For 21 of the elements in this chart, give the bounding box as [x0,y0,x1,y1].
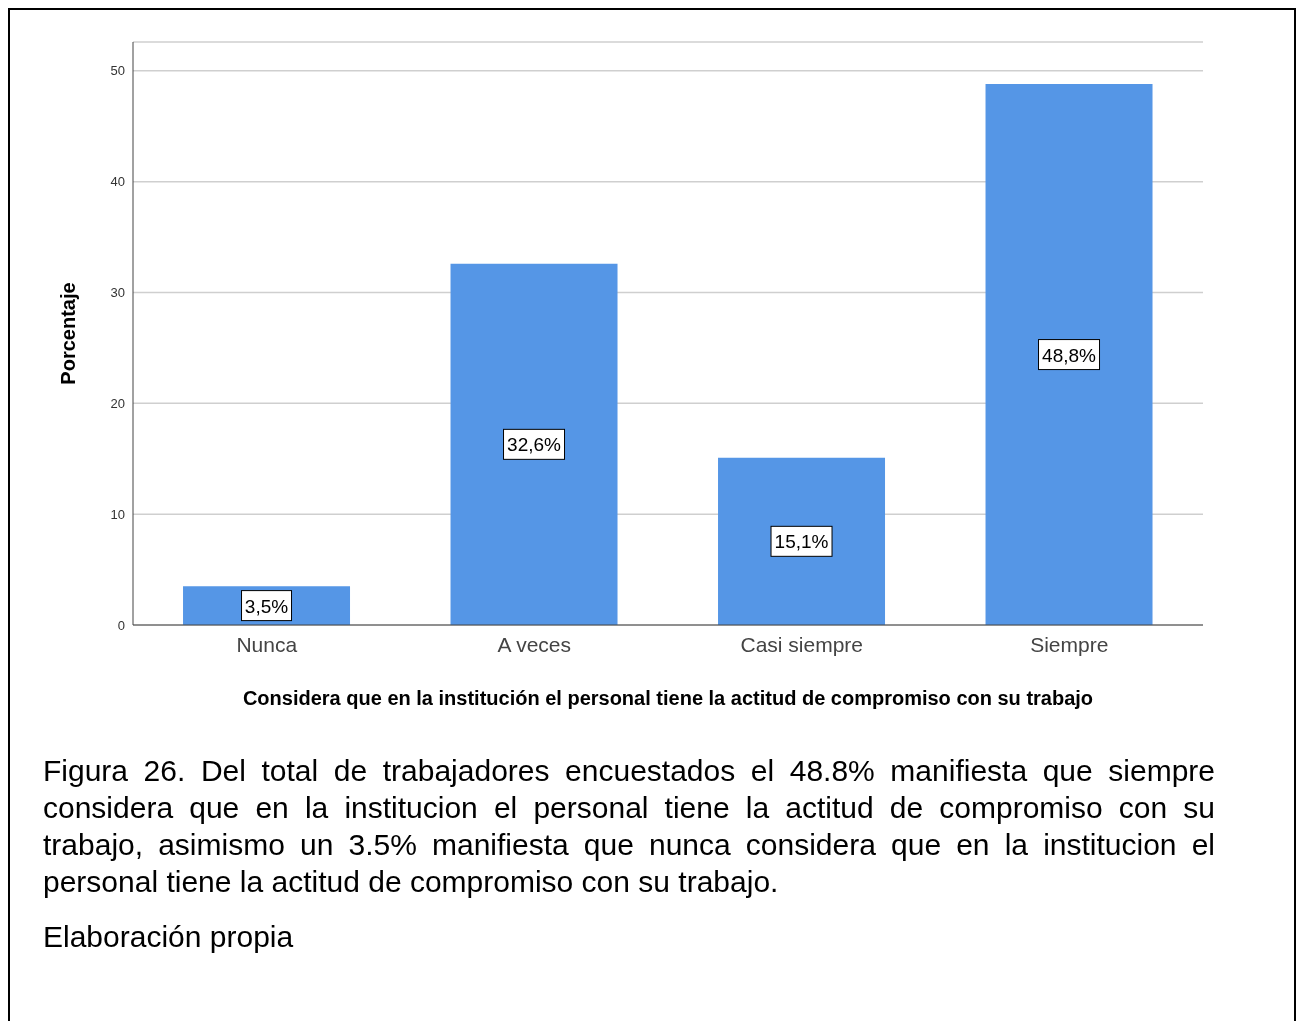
y-tick-label: 10 [110,506,125,522]
bar [718,457,886,625]
x-tick-label: Nunca [236,632,298,656]
x-tick-label: Siempre [1030,632,1109,656]
data-label: 15,1% [774,531,829,553]
bar [985,84,1153,625]
x-tick-label: A veces [497,632,572,656]
y-tick-label: 50 [110,63,125,79]
y-tick-label: 30 [110,285,125,301]
data-label: 32,6% [507,434,562,456]
text: Figura 26. Del total de trabajadores encuestados el 48.8% manifiesta que siempre considera que en la institucion el personal tiene la actitud de compromiso con su trabajo, asimismo un 3.5% manifiesta que nunca considera que en la institucion el personal tiene la actitud de compromiso con su trabajo. [43,753,1215,900]
text: Elaboración propia [43,919,295,955]
y-tick-label: 40 [110,174,125,190]
bar [450,263,618,625]
x-tick-label: Casi siempre [740,632,864,656]
data-label: 3,5% [244,595,289,617]
y-tick-label: 20 [110,395,125,411]
y-axis-title: Porcentaje [57,282,80,385]
x-axis-title: Considera que en la institución el personal tiene la actitud de compromiso con su trabajo [242,687,1094,709]
y-tick-label: 0 [117,617,125,633]
data-label: 48,8% [1042,344,1097,366]
